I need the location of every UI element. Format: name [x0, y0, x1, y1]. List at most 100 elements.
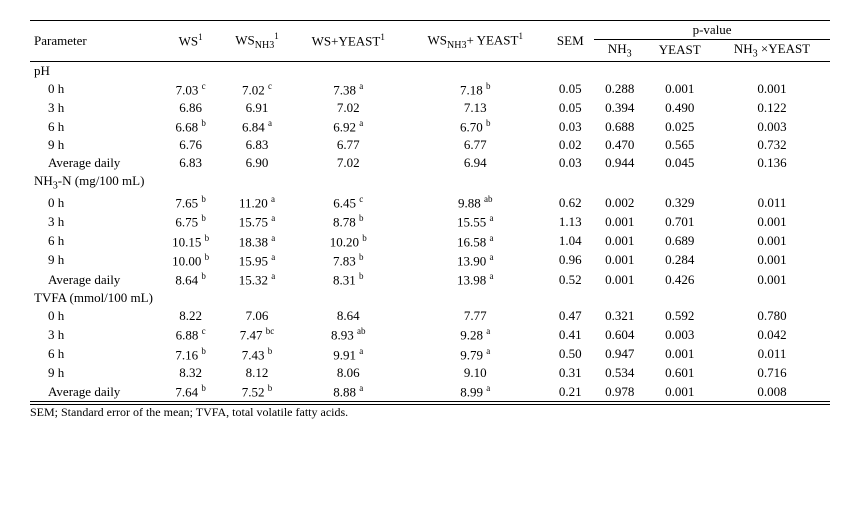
cell: 15.95 a	[222, 251, 293, 270]
cell: 11.20 a	[222, 193, 293, 212]
cell: 0.490	[645, 99, 714, 117]
cell: 6.77	[292, 136, 404, 154]
cell: 0.001	[714, 212, 830, 231]
cell: 0.042	[714, 325, 830, 344]
col-wsnh3yeast: WSNH3+ YEAST1	[404, 21, 546, 62]
cell: 15.75 a	[222, 212, 293, 231]
cell: 0.001	[594, 270, 645, 289]
cell: 6.68 b	[160, 117, 222, 136]
cell: 0.426	[645, 270, 714, 289]
cell: 6.75 b	[160, 212, 222, 231]
cell: 1.13	[546, 212, 594, 231]
cell: 0.601	[645, 364, 714, 382]
cell: 7.18 b	[404, 80, 546, 99]
cell: 0.002	[594, 193, 645, 212]
cell: 9 h	[30, 136, 160, 154]
col-wsyeast: WS+YEAST1	[292, 21, 404, 62]
cell: 0.689	[645, 232, 714, 251]
cell: 0.136	[714, 154, 830, 172]
cell: 10.15 b	[160, 232, 222, 251]
table-row: 3 h6.88 c7.47 bc8.93 ab9.28 a0.410.6040.…	[30, 325, 830, 344]
cell: 10.20 b	[292, 232, 404, 251]
cell: 0.701	[645, 212, 714, 231]
cell: 6.77	[404, 136, 546, 154]
col-nh3: NH3	[594, 40, 645, 62]
cell: 0.284	[645, 251, 714, 270]
cell: 8.06	[292, 364, 404, 382]
cell: 9.10	[404, 364, 546, 382]
cell: 7.52 b	[222, 382, 293, 402]
table-row: 9 h6.766.836.776.770.020.4700.5650.732	[30, 136, 830, 154]
cell: 0.732	[714, 136, 830, 154]
table-row: 3 h6.75 b15.75 a8.78 b15.55 a1.130.0010.…	[30, 212, 830, 231]
cell: 8.99 a	[404, 382, 546, 402]
cell: 0.045	[645, 154, 714, 172]
cell: 18.38 a	[222, 232, 293, 251]
footnote: SEM; Standard error of the mean; TVFA, t…	[30, 404, 830, 420]
cell: 6.90	[222, 154, 293, 172]
col-parameter: Parameter	[30, 21, 160, 62]
col-sem: SEM	[546, 21, 594, 62]
cell: 15.32 a	[222, 270, 293, 289]
cell: Average daily	[30, 382, 160, 402]
section-title: pH	[30, 61, 830, 80]
cell: 6.76	[160, 136, 222, 154]
col-nh3xyeast: NH3 ×YEAST	[714, 40, 830, 62]
cell: 7.43 b	[222, 345, 293, 364]
cell: 7.16 b	[160, 345, 222, 364]
cell: 0.565	[645, 136, 714, 154]
cell: 0.978	[594, 382, 645, 402]
cell: 9 h	[30, 364, 160, 382]
cell: 0.716	[714, 364, 830, 382]
col-ws: WS1	[160, 21, 222, 62]
table-row: 0 h8.227.068.647.770.470.3210.5920.780	[30, 307, 830, 325]
table-row: 6 h7.16 b7.43 b9.91 a9.79 a0.500.9470.00…	[30, 345, 830, 364]
cell: 0.05	[546, 80, 594, 99]
cell: 0.008	[714, 382, 830, 402]
cell: 0.03	[546, 117, 594, 136]
cell: 7.03 c	[160, 80, 222, 99]
cell: 0.011	[714, 345, 830, 364]
cell: 9.91 a	[292, 345, 404, 364]
table-row: 9 h8.328.128.069.100.310.5340.6010.716	[30, 364, 830, 382]
cell: 7.02	[292, 99, 404, 117]
cell: 0.001	[714, 80, 830, 99]
cell: 0.62	[546, 193, 594, 212]
cell: 0.688	[594, 117, 645, 136]
cell: 16.58 a	[404, 232, 546, 251]
cell: 0.05	[546, 99, 594, 117]
cell: 8.22	[160, 307, 222, 325]
cell: 8.64 b	[160, 270, 222, 289]
cell: 0.944	[594, 154, 645, 172]
cell: 0.001	[714, 251, 830, 270]
cell: 6.92 a	[292, 117, 404, 136]
table-row: 6 h6.68 b6.84 a6.92 a6.70 b0.030.6880.02…	[30, 117, 830, 136]
cell: 3 h	[30, 212, 160, 231]
table-row: Average daily7.64 b7.52 b8.88 a8.99 a0.2…	[30, 382, 830, 402]
cell: 0.947	[594, 345, 645, 364]
cell: 0.50	[546, 345, 594, 364]
cell: 0.001	[714, 232, 830, 251]
cell: 0.001	[645, 345, 714, 364]
cell: 0.025	[645, 117, 714, 136]
cell: 6 h	[30, 345, 160, 364]
cell: 7.65 b	[160, 193, 222, 212]
cell: 8.31 b	[292, 270, 404, 289]
cell: 0.592	[645, 307, 714, 325]
table-row: 3 h6.866.917.027.130.050.3940.4900.122	[30, 99, 830, 117]
cell: 6.91	[222, 99, 293, 117]
cell: 10.00 b	[160, 251, 222, 270]
cell: 6.83	[160, 154, 222, 172]
cell: 7.13	[404, 99, 546, 117]
cell: 7.02 c	[222, 80, 293, 99]
cell: 3 h	[30, 325, 160, 344]
cell: 6.45 c	[292, 193, 404, 212]
table-row: Average daily6.836.907.026.940.030.9440.…	[30, 154, 830, 172]
cell: 0.321	[594, 307, 645, 325]
cell: 6.86	[160, 99, 222, 117]
cell: 0.001	[645, 80, 714, 99]
cell: 8.88 a	[292, 382, 404, 402]
cell: 0.21	[546, 382, 594, 402]
cell: 0.52	[546, 270, 594, 289]
cell: 3 h	[30, 99, 160, 117]
